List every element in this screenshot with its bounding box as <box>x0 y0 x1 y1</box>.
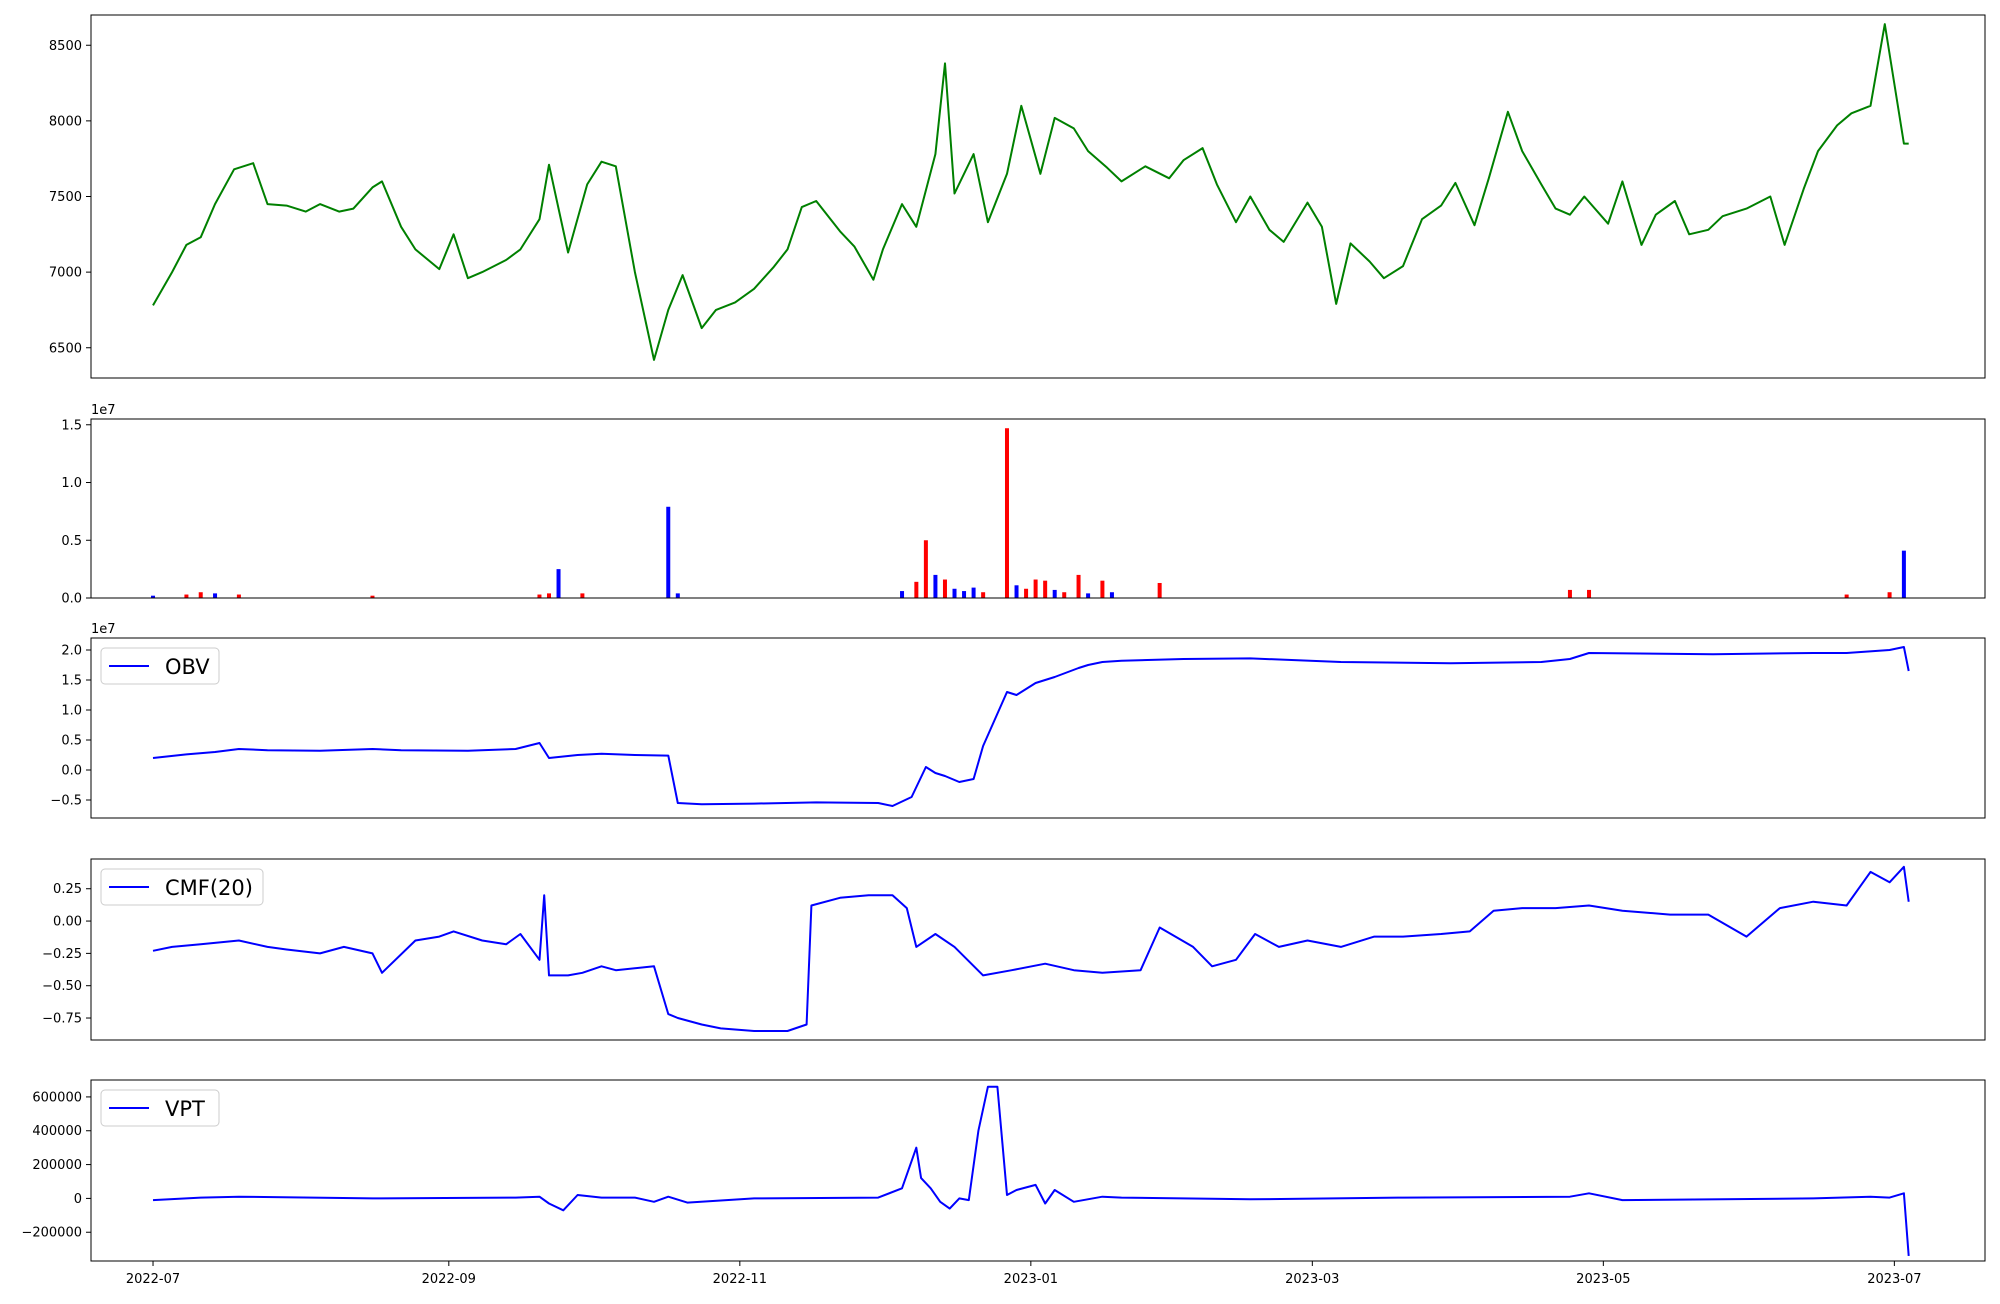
volume-bar <box>962 591 967 598</box>
x-tick-label: 2022-07 <box>126 1272 180 1287</box>
volume-bar <box>1004 428 1009 598</box>
cmf-ytick-label: 0.25 <box>53 882 82 897</box>
volume-bar <box>1567 589 1572 598</box>
cmf-axes-frame <box>90 858 1986 1041</box>
vpt-legend-label: VPT <box>165 1097 205 1121</box>
vpt-series-line <box>152 1085 1910 1256</box>
cmf-series-line <box>152 865 1910 1032</box>
volume-bar <box>184 594 189 598</box>
volume-bar <box>952 588 957 598</box>
volume-ytick-label: 1.0 <box>61 476 82 491</box>
cmf-panel: −0.75 −0.50 −0.25 0.00 0.25 CMF(20) <box>42 858 1986 1041</box>
volume-bar <box>198 592 203 598</box>
cmf-legend-label: CMF(20) <box>165 876 253 900</box>
volume-ytick-label: 0.5 <box>61 534 82 549</box>
vpt-ytick-label: 600000 <box>32 1090 82 1105</box>
volume-bar <box>1844 594 1849 598</box>
volume-bar <box>981 592 986 598</box>
volume-bar <box>900 591 905 598</box>
vpt-ytick-label: 0 <box>74 1192 82 1207</box>
x-tick-label: 2022-09 <box>422 1272 476 1287</box>
volume-bar <box>151 595 156 598</box>
price-ytick-label: 6500 <box>49 341 82 356</box>
volume-bar <box>1157 582 1162 598</box>
obv-ytick-label: 1.0 <box>61 704 82 719</box>
volume-bar <box>1109 592 1114 598</box>
volume-bar <box>1052 589 1057 598</box>
vpt-ytick-label: 200000 <box>32 1158 82 1173</box>
volume-bar <box>1062 592 1067 598</box>
volume-bar <box>537 594 542 598</box>
x-tick-label: 2023-07 <box>1867 1272 1921 1287</box>
volume-bar <box>942 579 947 598</box>
cmf-ytick-label: −0.75 <box>42 1012 82 1027</box>
volume-bar <box>556 569 561 598</box>
volume-bar <box>1014 585 1019 598</box>
x-tick-label: 2022-11 <box>713 1272 767 1287</box>
volume-bar <box>1033 579 1038 598</box>
volume-ytick-label: 0.0 <box>61 592 82 607</box>
volume-bar <box>546 593 551 598</box>
volume-bar <box>213 593 218 598</box>
obv-legend-label: OBV <box>165 655 210 679</box>
cmf-ytick-label: −0.25 <box>42 947 82 962</box>
vpt-axes-frame <box>90 1079 1986 1262</box>
cmf-ytick-label: −0.50 <box>42 979 82 994</box>
volume-bar <box>370 595 375 598</box>
volume-bar <box>933 574 938 598</box>
price-ytick-label: 7000 <box>49 266 82 281</box>
obv-axes-frame <box>90 637 1986 819</box>
obv-legend: OBV <box>100 647 220 685</box>
price-ytick-label: 8500 <box>49 39 82 54</box>
price-axes-frame <box>90 14 1986 379</box>
obv-ytick-label: 1.5 <box>61 674 82 689</box>
volume-bar <box>923 540 928 598</box>
obv-scale-label: 1e7 <box>91 622 116 637</box>
x-tick-label: 2023-03 <box>1285 1272 1339 1287</box>
price-ytick-label: 7500 <box>49 190 82 205</box>
volume-panel: 0.0 0.5 1.0 1.5 1e7 <box>61 403 1986 607</box>
vpt-ytick-label: −200000 <box>21 1226 82 1241</box>
price-ytick-label: 8000 <box>49 114 82 129</box>
cmf-legend-box <box>100 868 264 906</box>
obv-ytick-label: 0.5 <box>61 734 82 749</box>
volume-bar <box>971 587 976 598</box>
x-tick-label: 2023-01 <box>1004 1272 1058 1287</box>
obv-panel: −0.5 0.0 0.5 1.0 1.5 2.0 1e7 OBV <box>50 622 1986 819</box>
volume-axes-frame <box>90 418 1986 599</box>
vpt-panel: −200000 0 200000 400000 600000 VPT <box>21 1079 1986 1262</box>
volume-bar <box>580 593 585 598</box>
vpt-legend: VPT <box>100 1089 220 1127</box>
volume-ytick-label: 1.5 <box>61 418 82 433</box>
volume-bar <box>1043 580 1048 598</box>
price-series-line <box>152 23 1909 361</box>
obv-ytick-label: −0.5 <box>50 794 82 809</box>
volume-bar <box>914 581 919 598</box>
volume-bar <box>666 506 671 598</box>
price-panel: 6500 7000 7500 8000 8500 <box>49 14 1986 379</box>
volume-bar <box>1024 588 1029 598</box>
vpt-legend-box <box>100 1089 220 1127</box>
volume-scale-label: 1e7 <box>91 403 116 418</box>
volume-bar <box>1076 574 1081 598</box>
volume-bar <box>236 594 241 598</box>
obv-series-line <box>152 646 1910 807</box>
volume-bar <box>1587 589 1592 598</box>
volume-bar <box>1887 592 1892 598</box>
cmf-ytick-label: 0.00 <box>53 915 82 930</box>
obv-ytick-label: 2.0 <box>61 644 82 659</box>
obv-legend-box <box>100 647 220 685</box>
obv-ytick-label: 0.0 <box>61 764 82 779</box>
cmf-legend: CMF(20) <box>100 868 264 906</box>
x-tick-label: 2023-05 <box>1576 1272 1630 1287</box>
vpt-ytick-label: 400000 <box>32 1124 82 1139</box>
volume-bar <box>675 593 680 598</box>
volume-bar <box>1901 550 1906 598</box>
volume-bar <box>1086 593 1091 598</box>
volume-bar <box>1100 580 1105 598</box>
